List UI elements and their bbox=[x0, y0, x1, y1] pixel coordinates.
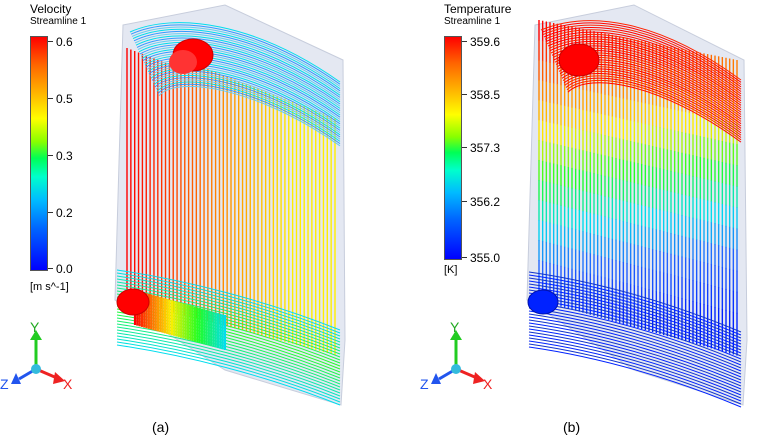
y-axis-label: Y bbox=[450, 319, 460, 335]
tickmark bbox=[48, 268, 53, 269]
tick-label: 358.5 bbox=[470, 88, 501, 102]
tickmark bbox=[462, 41, 467, 42]
tick-label: 356.2 bbox=[470, 195, 501, 209]
z-axis-label: Z bbox=[420, 376, 429, 392]
tickmark bbox=[462, 94, 467, 95]
legend-subtitle: Streamline 1 bbox=[30, 16, 87, 27]
z-axis-arrowhead bbox=[11, 373, 21, 384]
temperature-colorbar bbox=[444, 36, 462, 260]
tick-label: 0.3 bbox=[56, 149, 73, 163]
legend-unit: [m s^-1] bbox=[30, 281, 69, 293]
legend-subtitle: Streamline 1 bbox=[444, 16, 501, 27]
tick-label: 359.6 bbox=[470, 35, 501, 49]
x-axis-arrowhead bbox=[473, 372, 485, 384]
tick-label: 357.3 bbox=[470, 141, 501, 155]
axis-triad bbox=[11, 330, 65, 384]
z-axis-arrowhead bbox=[431, 373, 441, 384]
axis-origin bbox=[31, 364, 41, 374]
y-axis-arrowhead bbox=[30, 330, 42, 340]
panel-temperature: Temperature Streamline 1 359.6 358.5 357… bbox=[381, 0, 762, 438]
x-axis-label: X bbox=[63, 376, 73, 392]
legend-title: Velocity bbox=[30, 2, 72, 16]
tick-label: 0.0 bbox=[56, 262, 73, 276]
legend-title: Temperature bbox=[444, 2, 512, 16]
tick-label: 0.5 bbox=[56, 92, 73, 106]
tickmark bbox=[48, 212, 53, 213]
streamline-render-velocity bbox=[114, 4, 346, 406]
legend-unit: [K] bbox=[444, 264, 458, 276]
tickmark bbox=[462, 147, 467, 148]
y-axis-arrowhead bbox=[450, 330, 462, 340]
panel-label: (b) bbox=[563, 419, 581, 435]
x-axis-label: X bbox=[483, 376, 493, 392]
tick-label: 0.6 bbox=[56, 35, 73, 49]
axis-triad bbox=[431, 330, 485, 384]
tickmark bbox=[48, 98, 53, 99]
z-axis-label: Z bbox=[0, 376, 9, 392]
tickmark bbox=[462, 257, 467, 258]
panel-label: (a) bbox=[152, 419, 170, 435]
tickmark bbox=[48, 41, 53, 42]
y-axis-label: Y bbox=[30, 319, 40, 335]
streamline-render-temperature bbox=[526, 4, 748, 408]
tick-label: 0.2 bbox=[56, 206, 73, 220]
x-axis-arrowhead bbox=[53, 372, 65, 384]
tickmark bbox=[48, 155, 53, 156]
axis-origin bbox=[451, 364, 461, 374]
panel-velocity: Velocity Streamline 1 0.6 0.5 0.3 0.2 0.… bbox=[0, 2, 346, 435]
velocity-colorbar bbox=[30, 36, 48, 271]
tickmark bbox=[462, 201, 467, 202]
tick-label: 355.0 bbox=[470, 251, 501, 265]
